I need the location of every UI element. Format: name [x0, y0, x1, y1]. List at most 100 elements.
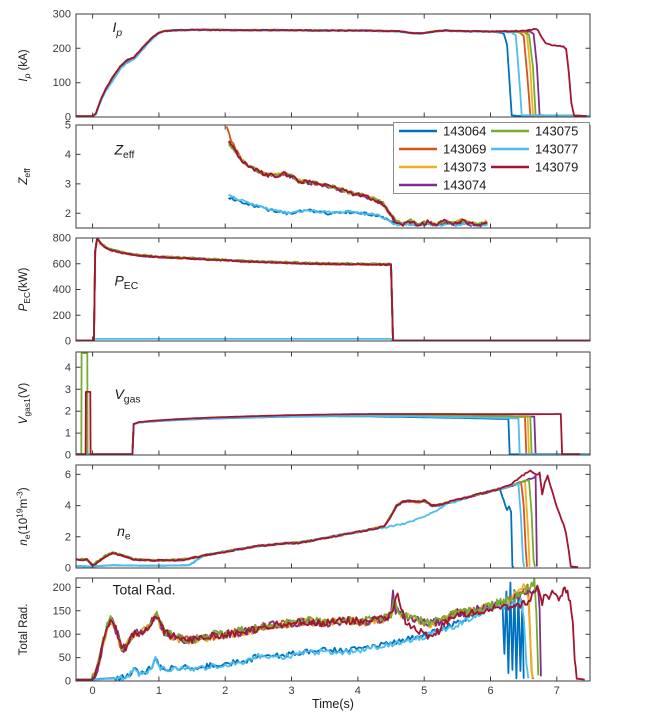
- ylabel-vgas: Vgas1(V): [18, 383, 32, 425]
- ytick-label: 200: [53, 310, 71, 322]
- xlabel: Time(s): [312, 697, 354, 711]
- inplot-label-vgas: Vgas: [114, 386, 140, 406]
- ytick-label: 0: [65, 676, 71, 688]
- series-143079: [228, 140, 488, 227]
- ytick-label: 3: [65, 178, 71, 190]
- panel-frame-totalrad: [75, 577, 591, 682]
- inplot-label-pec: PEC: [114, 273, 138, 293]
- legend-entry-143069: 143069: [399, 142, 486, 157]
- series-143077: [76, 597, 530, 681]
- xtick-label: 4: [355, 685, 361, 697]
- ytick-labels-vgas: 0 1 2 3 4: [65, 362, 71, 462]
- panel-totalrad: 0 50 100 150 200 Total Rad. Total Rad.: [18, 577, 591, 688]
- ylabel-ne: ne(1019m-3): [15, 487, 32, 545]
- ytick-label: 5: [65, 120, 71, 132]
- ylabel-ip: Ip (kA): [18, 49, 32, 81]
- ytick-label: 2: [65, 208, 71, 220]
- series-group-ne: [76, 469, 579, 568]
- ytick-label: 0: [65, 450, 71, 462]
- xtick-label: 0: [90, 685, 96, 697]
- panel-ip: 0 100 200 300 Ip (kA) Ip: [18, 9, 591, 124]
- ytick-label: 150: [53, 605, 71, 617]
- axis-ticks-totalrad: [76, 578, 590, 682]
- series-group-zeff: [225, 126, 488, 228]
- axis-ticks-vgas: [76, 352, 590, 456]
- xtick-label: 3: [288, 685, 294, 697]
- ytick-labels-pec: 0 200 400 600 800: [53, 233, 71, 348]
- legend-label: 143077: [535, 142, 578, 157]
- ytick-label: 800: [53, 233, 71, 245]
- xtick-labels: 0 1 2 3 4 5 6 7: [90, 685, 560, 697]
- panel-ne: 0 2 4 6 ne(1019m-3) ne: [15, 464, 591, 575]
- legend-label: 143069: [443, 142, 486, 157]
- legend-entry-143077: 143077: [491, 142, 578, 157]
- ytick-label: 600: [53, 258, 71, 270]
- axis-ticks-ip: [76, 13, 590, 118]
- xtick-label: 7: [554, 685, 560, 697]
- ytick-labels-zeff: 2 3 4 5: [65, 120, 71, 220]
- panel-frame-ne: [75, 464, 591, 569]
- ytick-label: 0: [65, 336, 71, 348]
- series-group-vgas: [76, 352, 590, 455]
- ytick-label: 2: [65, 531, 71, 543]
- series-group-ip: [76, 28, 590, 117]
- series-143079: [76, 28, 587, 117]
- ytick-labels-ip: 0 100 200 300: [53, 9, 71, 124]
- series-143079: [76, 391, 581, 455]
- ytick-label: 300: [53, 9, 71, 21]
- legend-label: 143079: [535, 160, 578, 175]
- ytick-label: 100: [53, 629, 71, 641]
- ytick-label: 200: [53, 43, 71, 55]
- xtick-label: 6: [487, 685, 493, 697]
- ytick-label: 0: [65, 112, 71, 124]
- ylabel-totalrad: Total Rad.: [18, 604, 30, 656]
- ytick-label: 100: [53, 77, 71, 89]
- inplot-label-ip: Ip: [112, 19, 122, 39]
- xtick-label: 5: [421, 685, 427, 697]
- legend-label: 143074: [443, 178, 486, 193]
- xtick-label: 1: [156, 685, 162, 697]
- ytick-label: 200: [53, 582, 71, 594]
- ytick-label: 4: [65, 500, 71, 512]
- legend: 143064 143069 143073 143074 143075 143077 1430…: [393, 122, 590, 194]
- panel-vgas: 0 1 2 3 4 Vgas1(V) Vgas: [18, 351, 591, 462]
- ytick-label: 1: [65, 428, 71, 440]
- legend-label: 143073: [443, 160, 486, 175]
- inplot-label-zeff: Zeff: [113, 141, 134, 161]
- series-143075: [76, 578, 540, 681]
- legend-entry-143075: 143075: [491, 124, 578, 139]
- series-143079: [76, 469, 579, 568]
- panel-frame-vgas: [75, 351, 591, 456]
- legend-entry-143064: 143064: [399, 124, 486, 139]
- ytick-labels-totalrad: 0 50 100 150 200: [53, 582, 71, 688]
- xtick-label: 2: [222, 685, 228, 697]
- legend-entry-143074: 143074: [399, 178, 486, 193]
- ytick-label: 4: [65, 149, 71, 161]
- ytick-label: 6: [65, 469, 71, 481]
- axis-ticks-ne: [76, 465, 590, 569]
- legend-entry-143073: 143073: [399, 160, 486, 175]
- series-143077: [228, 194, 488, 228]
- legend-entry-143079: 143079: [491, 160, 578, 175]
- series-group-totalrad: [76, 578, 585, 681]
- legend-label: 143064: [443, 124, 486, 139]
- legend-label: 143075: [535, 124, 578, 139]
- ylabel-zeff: Zeff: [18, 168, 32, 186]
- ytick-labels-ne: 0 2 4 6: [65, 469, 71, 575]
- ytick-label: 50: [59, 652, 71, 664]
- axis-ticks-pec: [76, 237, 590, 342]
- panel-frame-ip: [75, 13, 591, 118]
- ytick-label: 4: [65, 362, 71, 374]
- legend-box: [393, 122, 590, 194]
- ytick-label: 0: [65, 563, 71, 575]
- series-143079: [76, 584, 585, 681]
- ytick-label: 3: [65, 384, 71, 396]
- inplot-label-ne: ne: [117, 523, 131, 543]
- ytick-label: 2: [65, 406, 71, 418]
- ylabel-pec: PEC(kW): [18, 267, 32, 311]
- ytick-label: 400: [53, 284, 71, 296]
- panel-pec: 0 200 400 600 800 PEC(kW) PEC: [18, 233, 591, 348]
- inplot-label-totalrad: Total Rad.: [112, 581, 175, 597]
